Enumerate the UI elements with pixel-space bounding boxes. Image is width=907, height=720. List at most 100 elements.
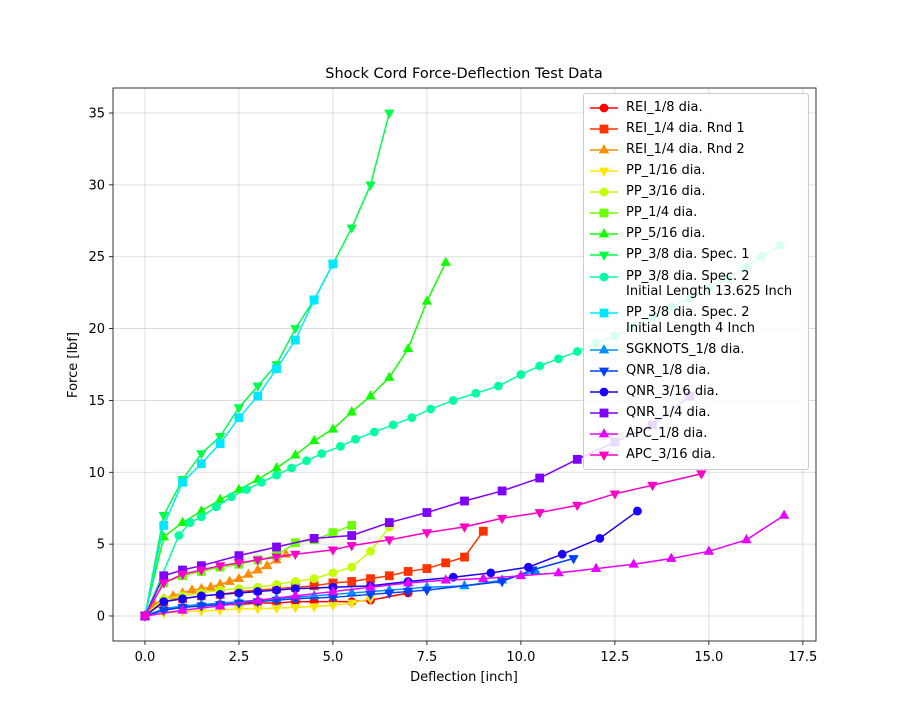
legend-entry: PP_3/8 dia. Spec. 2 Initial Length 4 Inc… xyxy=(590,302,802,339)
data-point xyxy=(365,181,376,191)
data-point xyxy=(347,521,357,530)
data-point xyxy=(384,518,394,527)
data-point xyxy=(287,463,296,473)
legend-swatch xyxy=(590,167,618,177)
data-point xyxy=(327,585,339,595)
legend-label: PP_3/16 dia. xyxy=(626,184,706,200)
data-point xyxy=(233,404,245,414)
x-tick-label: 15.0 xyxy=(694,650,723,665)
x-tick-label: 0.0 xyxy=(135,650,156,665)
data-point xyxy=(159,521,169,530)
data-point xyxy=(214,600,226,610)
data-point xyxy=(403,567,413,576)
data-point xyxy=(159,597,169,607)
data-point xyxy=(402,588,414,598)
legend-swatch xyxy=(590,387,618,397)
data-point xyxy=(407,413,417,423)
data-point xyxy=(253,391,263,401)
data-point xyxy=(336,442,345,451)
data-point xyxy=(347,577,357,586)
legend-marker xyxy=(599,187,609,197)
legend-entry: QNR_1/8 dia. xyxy=(590,360,802,381)
data-point xyxy=(214,493,226,503)
data-point xyxy=(422,508,432,517)
legend-label: PP_1/4 dia. xyxy=(626,205,698,221)
legend-marker xyxy=(598,428,610,438)
data-point xyxy=(272,585,281,595)
data-point xyxy=(384,536,395,546)
legend-marker xyxy=(598,167,610,177)
legend-entry: APC_1/8 dia. xyxy=(590,423,802,444)
data-point xyxy=(308,603,320,613)
data-point xyxy=(554,354,563,364)
legend: REI_1/8 dia. REI_1/4 dia. Rnd 1 REI_1/4 di… xyxy=(583,93,809,470)
data-point xyxy=(272,470,281,480)
legend-swatch xyxy=(590,228,618,238)
legend-marker xyxy=(599,272,609,281)
legend-entry: REI_1/4 dia. Rnd 1 xyxy=(590,118,802,139)
data-point xyxy=(158,579,169,589)
data-point xyxy=(290,449,301,459)
data-point xyxy=(402,577,414,587)
legend-swatch xyxy=(590,428,618,438)
data-point xyxy=(309,533,319,543)
legend-marker xyxy=(599,408,609,418)
legend-entry: PP_3/8 dia. Spec. 1 xyxy=(590,245,802,266)
data-point xyxy=(534,509,545,519)
legend-swatch xyxy=(590,252,618,262)
legend-marker xyxy=(599,103,609,113)
data-point xyxy=(317,449,327,459)
data-point xyxy=(252,564,263,574)
legend-entry: SGKNOTS_1/8 dia. xyxy=(590,339,802,360)
y-tick-label: 0 xyxy=(97,609,105,624)
data-point xyxy=(272,542,281,552)
data-point xyxy=(346,599,357,609)
data-point xyxy=(214,432,226,443)
legend-label: REI_1/4 dia. Rnd 2 xyxy=(626,141,745,157)
data-point xyxy=(308,590,320,600)
data-point xyxy=(628,558,639,568)
data-point xyxy=(557,549,567,559)
x-tick-label: 12.5 xyxy=(600,650,629,665)
legend-swatch xyxy=(590,187,618,197)
legend-swatch xyxy=(590,343,618,354)
data-point xyxy=(441,558,451,568)
data-point xyxy=(261,559,273,570)
data-point xyxy=(215,439,225,448)
data-point xyxy=(302,456,312,466)
y-tick-label: 30 xyxy=(88,178,105,193)
data-point xyxy=(177,516,188,526)
data-point xyxy=(196,459,206,469)
data-point xyxy=(365,390,376,400)
data-point xyxy=(696,470,707,480)
series-line xyxy=(144,112,391,617)
data-point xyxy=(196,512,206,522)
data-point xyxy=(384,109,395,119)
x-tick-label: 17.5 xyxy=(788,650,817,665)
data-point xyxy=(524,562,533,572)
data-point xyxy=(572,501,583,512)
data-point xyxy=(327,423,339,433)
data-point xyxy=(365,591,376,601)
data-point xyxy=(234,588,244,598)
data-point xyxy=(328,528,338,538)
data-point xyxy=(595,533,605,543)
data-point xyxy=(271,596,282,607)
data-point xyxy=(366,546,375,556)
data-point xyxy=(496,514,508,525)
legend-label: SGKNOTS_1/8 dia. xyxy=(626,341,745,357)
data-point xyxy=(460,552,469,562)
legend-label: PP_3/8 dia. Spec. 2 Initial Length 13.62… xyxy=(626,268,793,300)
data-point xyxy=(233,572,245,583)
data-point xyxy=(196,566,207,576)
data-point xyxy=(205,581,216,591)
legend-entry: REI_1/8 dia. xyxy=(590,97,802,118)
legend-label: PP_5/16 dia. xyxy=(626,226,706,242)
legend-marker xyxy=(598,343,610,354)
legend-entry: PP_1/16 dia. xyxy=(590,160,802,181)
data-point xyxy=(590,562,602,572)
data-point xyxy=(421,295,433,305)
data-point xyxy=(290,550,301,561)
data-point xyxy=(741,534,752,544)
